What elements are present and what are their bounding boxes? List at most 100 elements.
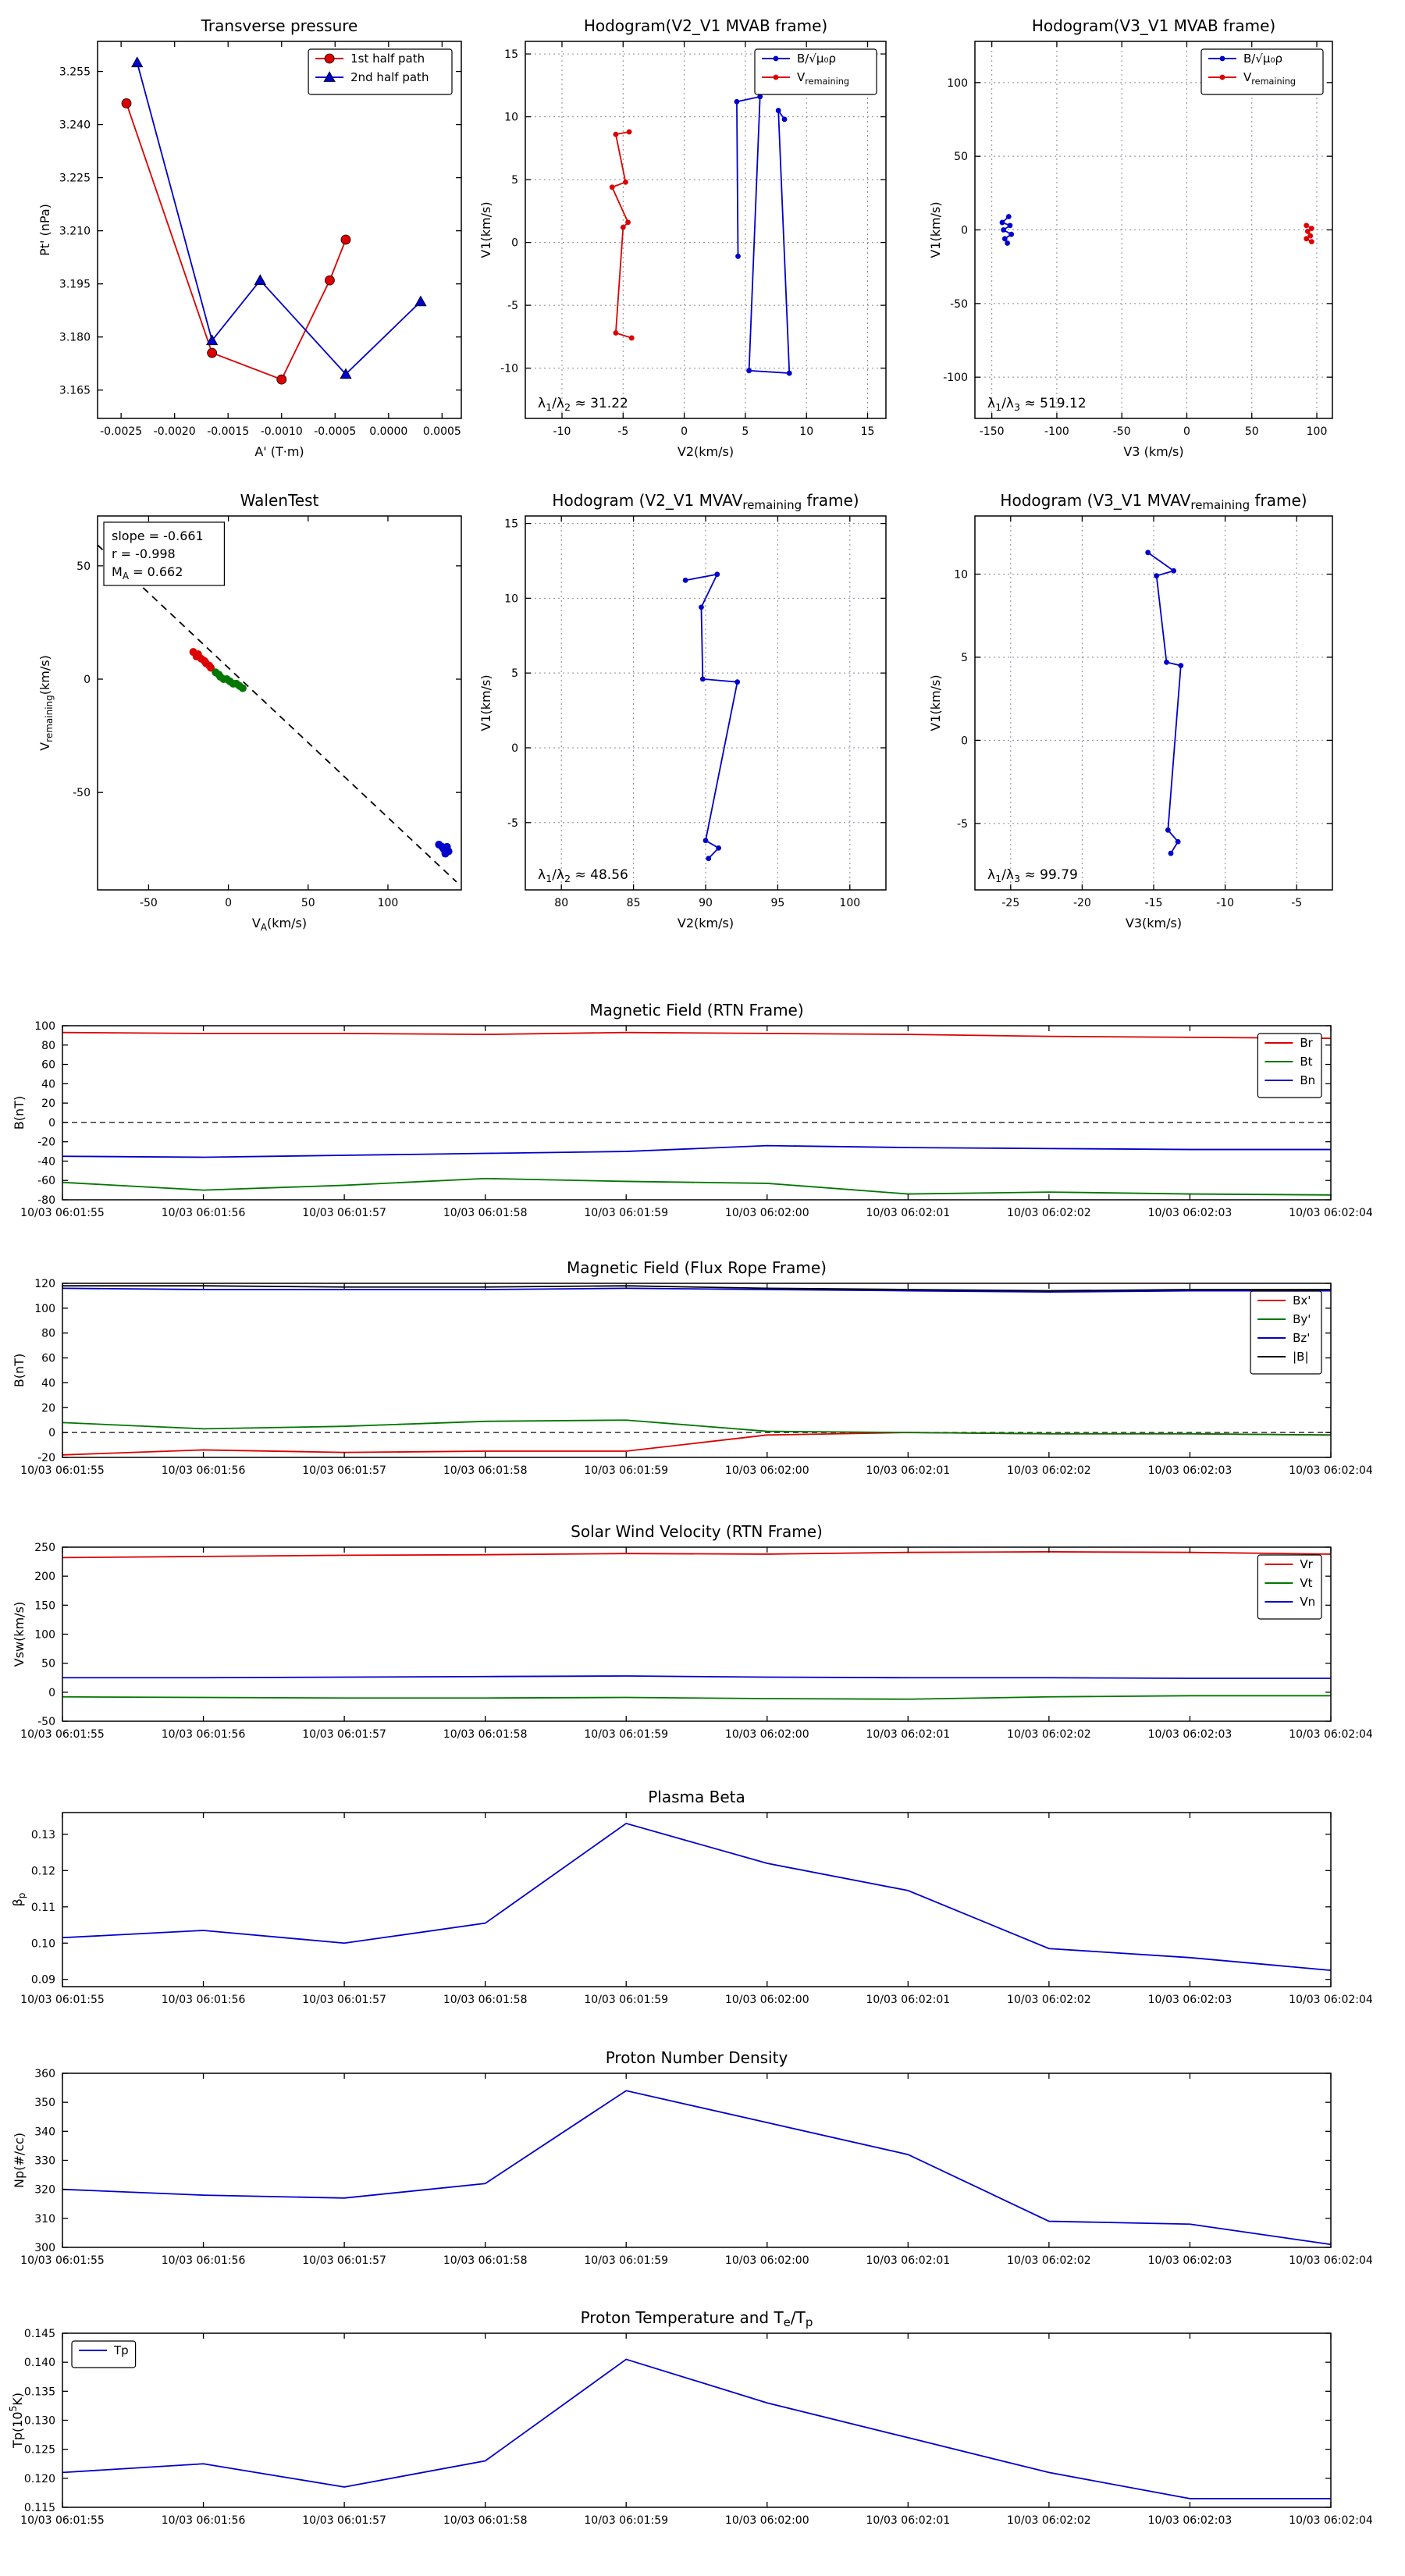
proton-temp-svg: 10/03 06:01:55 10/03 06:01:56 10/03 06:01:… [8, 2308, 1373, 2527]
x-axis-label: V2(km/s) [678, 444, 734, 459]
svg-text:10/03 06:01:58: 10/03 06:01:58 [443, 2254, 528, 2267]
series-B/√μ₀ρ [999, 214, 1015, 246]
svg-text:15: 15 [504, 48, 518, 61]
plot-title: Proton Number Density [606, 2048, 788, 2067]
svg-text:50: 50 [954, 151, 968, 163]
svg-text:340: 340 [34, 2126, 55, 2138]
svg-text:Vt: Vt [1300, 1576, 1312, 1590]
svg-text:10/03 06:01:56: 10/03 06:01:56 [162, 1207, 246, 1219]
svg-text:10/03 06:02:01: 10/03 06:02:01 [866, 2514, 950, 2527]
svg-text:-10: -10 [1216, 897, 1234, 909]
svg-text:360: 360 [34, 2068, 55, 2080]
series-By' [62, 1419, 1332, 1436]
svg-text:B/√μ₀ρ: B/√μ₀ρ [797, 52, 836, 66]
svg-text:20: 20 [41, 1098, 55, 1110]
hodogram-v2v1-mvab-chart: -10 -5 0 5 10 15 -10 -5 0 5 10 15 Hodogram(V2_V1 MVA… [476, 12, 902, 461]
svg-text:10/03 06:02:01: 10/03 06:02:01 [866, 1464, 950, 1477]
svg-text:0.135: 0.135 [24, 2386, 55, 2398]
svg-text:-0.0005: -0.0005 [314, 425, 356, 438]
svg-text:0.11: 0.11 [31, 1902, 55, 1914]
svg-text:10/03 06:02:04: 10/03 06:02:04 [1289, 1207, 1373, 1219]
svg-text:150: 150 [34, 1599, 55, 1612]
svg-text:10/03 06:01:59: 10/03 06:01:59 [584, 1207, 668, 1219]
svg-text:10/03 06:01:59: 10/03 06:01:59 [584, 1994, 668, 2006]
y-axis-label: Vsw(km/s) [12, 1602, 27, 1667]
svg-text:-5: -5 [617, 425, 628, 438]
y-axis-label: B(nT) [12, 1096, 27, 1130]
axes-ticks: 10/03 06:01:55 10/03 06:01:56 10/03 06:01:… [20, 2068, 1373, 2267]
svg-text:Bz': Bz' [1293, 1331, 1310, 1345]
series-1st half path [121, 98, 351, 385]
hodogram-v3v1-mvab-chart: -150 -100 -50 0 50 100 -100 -50 0 50 100 Hodogram(V… [925, 12, 1346, 461]
svg-text:Vremaining: Vremaining [797, 70, 849, 87]
plot-title: Magnetic Field (Flux Rope Frame) [567, 1258, 827, 1277]
svg-text:10/03 06:01:56: 10/03 06:01:56 [162, 1464, 246, 1477]
legend: B/√μ₀ρ Vremaining [754, 48, 877, 95]
lambda-ratio-annotation: λ1/λ3 ≈ 99.79 [987, 867, 1078, 885]
transverse-pressure-chart: -0.0025 -0.0020 -0.0015 -0.0010 -0.0005 0.000… [27, 12, 472, 461]
axes-ticks: -50 0 50 100 -50 0 50 [73, 516, 461, 909]
svg-text:-100: -100 [943, 372, 968, 384]
x-axis-label: A' (T·m) [254, 444, 304, 459]
svg-text:-20: -20 [1073, 897, 1091, 909]
svg-text:10/03 06:01:58: 10/03 06:01:58 [443, 1464, 528, 1477]
svg-text:10/03 06:02:03: 10/03 06:02:03 [1148, 2254, 1232, 2267]
x-axis-label: VA(km/s) [252, 916, 307, 933]
svg-text:10/03 06:01:59: 10/03 06:01:59 [584, 1464, 668, 1477]
svg-text:100: 100 [378, 897, 399, 909]
svg-text:MA = 0.662: MA = 0.662 [112, 564, 183, 582]
svg-text:-60: -60 [37, 1175, 55, 1187]
series-0 [97, 544, 457, 883]
plot-title: Hodogram (V3_V1 MVAVremaining frame) [1000, 491, 1307, 512]
svg-text:10/03 06:02:03: 10/03 06:02:03 [1148, 1994, 1232, 2006]
svg-text:10/03 06:01:58: 10/03 06:01:58 [443, 1207, 528, 1219]
svg-text:1st half path: 1st half path [350, 52, 425, 66]
axes-ticks: 10/03 06:01:55 10/03 06:01:56 10/03 06:01:… [20, 1542, 1373, 1741]
svg-text:-5: -5 [507, 300, 518, 312]
series-Bz' [62, 1287, 1331, 1293]
svg-text:10/03 06:02:04: 10/03 06:02:04 [1289, 2254, 1373, 2267]
grid [975, 41, 1332, 418]
svg-text:0.130: 0.130 [24, 2415, 55, 2428]
svg-text:-10: -10 [553, 425, 571, 438]
bfield-rtn-chart: 10/03 06:01:55 10/03 06:01:56 10/03 06:01:… [8, 991, 1397, 1226]
y-axis-label: βp [10, 1893, 27, 1907]
svg-text:0: 0 [961, 735, 968, 747]
svg-text:100: 100 [34, 1303, 55, 1315]
series-|B| [62, 1285, 1331, 1292]
series-0 [682, 571, 741, 862]
svg-text:10: 10 [504, 592, 518, 605]
axes-ticks: 80 85 90 95 100 -5 0 5 10 15 [504, 516, 886, 909]
series-Vt [62, 1695, 1331, 1700]
legend: Bx' By' Bz' |B| [1250, 1290, 1322, 1375]
svg-text:-10: -10 [500, 363, 518, 375]
svg-text:0: 0 [48, 1117, 55, 1130]
svg-text:95: 95 [770, 897, 784, 909]
axes-frame [525, 41, 887, 419]
svg-text:-5: -5 [1291, 897, 1302, 909]
svg-text:10/03 06:02:02: 10/03 06:02:02 [1007, 1207, 1091, 1219]
y-axis-label: V1(km/s) [928, 674, 943, 731]
plasma-beta-chart: 10/03 06:01:55 10/03 06:01:56 10/03 06:01:… [8, 1778, 1397, 2012]
svg-text:-5: -5 [957, 818, 968, 831]
axes-ticks: -10 -5 0 5 10 15 -10 -5 0 5 10 15 [500, 41, 886, 438]
svg-text:Tp: Tp [113, 2343, 129, 2357]
svg-text:-50: -50 [73, 787, 91, 799]
walen-test-chart: -50 0 50 100 -50 0 50 WalenTest VA(km/s) Vremaini… [27, 484, 472, 933]
svg-text:0.140: 0.140 [24, 2357, 55, 2369]
svg-text:20: 20 [41, 1402, 55, 1414]
proton-density-chart: 10/03 06:01:55 10/03 06:01:56 10/03 06:01:… [8, 2039, 1397, 2273]
svg-text:-15: -15 [1145, 897, 1163, 909]
vsw-rtn-chart: 10/03 06:01:55 10/03 06:01:56 10/03 06:01:… [8, 1513, 1397, 1747]
svg-text:10/03 06:02:01: 10/03 06:02:01 [866, 1728, 950, 1741]
svg-text:320: 320 [34, 2184, 55, 2197]
svg-text:10: 10 [799, 425, 813, 438]
svg-text:5: 5 [511, 667, 518, 680]
svg-text:-40: -40 [37, 1155, 55, 1168]
y-axis-label: V1(km/s) [478, 201, 493, 258]
grid [525, 41, 886, 418]
svg-text:-0.0010: -0.0010 [261, 425, 303, 438]
svg-text:10/03 06:02:02: 10/03 06:02:02 [1007, 1464, 1091, 1477]
legend: Br Bt Bn [1257, 1033, 1322, 1098]
svg-text:350: 350 [34, 2097, 55, 2109]
